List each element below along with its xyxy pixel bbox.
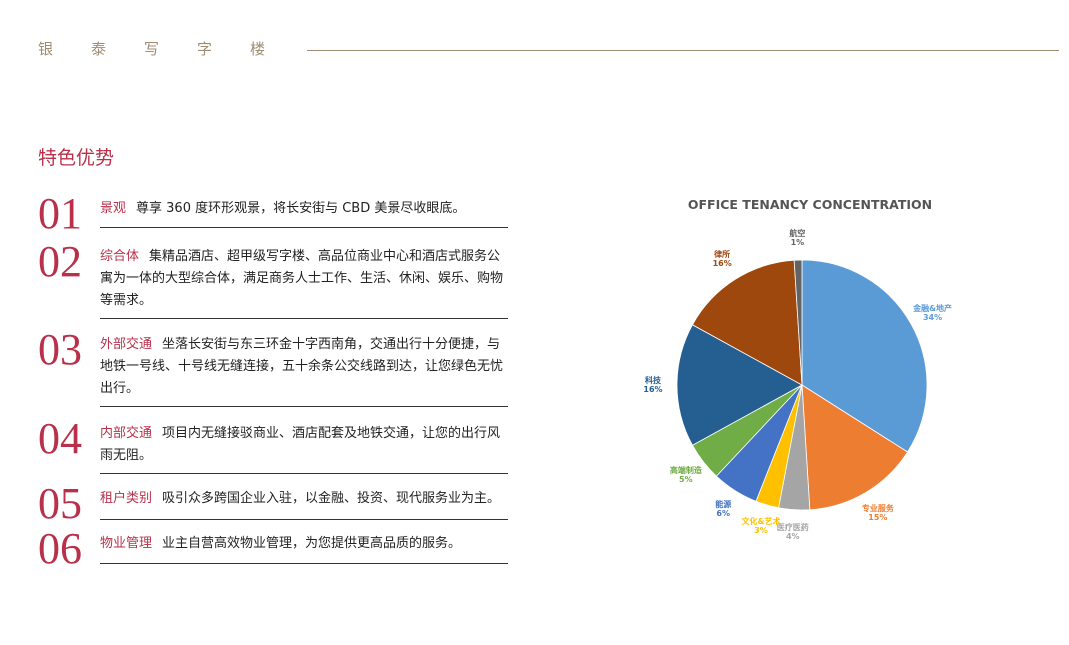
feature-number: 04 (38, 414, 82, 463)
slice-name: 文化&艺术 (741, 517, 781, 527)
pie-slice (676, 324, 803, 446)
pie-label: 科技 16% (643, 376, 662, 394)
pie-label: 能源 6% (715, 500, 731, 518)
slice-name: 科技 (645, 376, 661, 385)
slice-name: 航空 (789, 229, 806, 239)
brand-title: 银泰写字楼 (38, 40, 304, 58)
slice-percent: 16% (643, 385, 663, 394)
slice-percent: 6% (716, 509, 731, 519)
header-divider (307, 50, 1059, 51)
pie-label: 文化&艺术 3% (741, 517, 780, 535)
feature-divider (100, 227, 508, 228)
feature-number: 06 (38, 524, 82, 573)
tenancy-pie-chart: OFFICE TENANCY CONCENTRATION 金融&地产 34% 专业服… (640, 185, 980, 545)
pie-slice (691, 259, 803, 386)
pie-slice (793, 259, 803, 386)
feature-divider (100, 473, 508, 474)
feature-text: 坐落长安街与东三环金十字西南角，交通出行十分便捷，与地铁一号线、十号线无缝连接，… (100, 337, 504, 396)
feature-divider (100, 406, 508, 407)
slice-percent: 3% (754, 526, 768, 536)
feature-label: 内部交通 (100, 426, 153, 441)
slice-percent: 5% (679, 475, 693, 485)
feature-label: 外部交通 (100, 337, 153, 352)
feature-label: 物业管理 (100, 536, 153, 551)
feature-divider (100, 318, 508, 319)
feature-number: 05 (38, 479, 82, 528)
slice-name: 医疗医药 (776, 522, 809, 532)
pie-label: 金融&地产 34% (913, 304, 952, 322)
slice-name: 律所 (714, 250, 731, 260)
pie-label: 专业服务 15% (862, 504, 894, 522)
feature-label: 景观 (100, 201, 127, 216)
pie-slice (801, 384, 909, 511)
pie-label: 律所 16% (713, 250, 732, 268)
section-title: 特色优势 (38, 147, 115, 169)
feature-label: 租户类别 (100, 491, 153, 506)
pie-svg (676, 259, 928, 511)
pie-label: 医疗医药 4% (777, 523, 809, 541)
feature-text: 吸引众多跨国企业入驻，以金融、投资、现代服务业为主。 (162, 491, 501, 506)
slice-name: 高端制造 (669, 466, 702, 476)
feature-divider (100, 563, 508, 564)
slice-percent: 34% (922, 313, 943, 323)
feature-number: 03 (38, 325, 82, 374)
feature-number: 01 (38, 189, 82, 238)
slice-name: 金融&地产 (913, 304, 953, 314)
slice-percent: 1% (790, 238, 805, 248)
pie-label: 高端制造 5% (670, 466, 702, 484)
feature-label: 综合体 (100, 249, 140, 264)
feature-number: 02 (38, 237, 82, 286)
feature-text: 集精品酒店、超甲级写字楼、高品位商业中心和酒店式服务公寓为一体的大型综合体，满足… (100, 249, 504, 308)
chart-title: OFFICE TENANCY CONCENTRATION (687, 197, 933, 212)
slice-name: 能源 (715, 500, 732, 510)
slice-percent: 15% (868, 513, 888, 523)
feature-text: 项目内无缝接驳商业、酒店配套及地铁交通，让您的出行风雨无阻。 (100, 426, 501, 463)
feature-text: 尊享 360 度环形观景，将长安街与 CBD 美景尽收眼底。 (136, 201, 466, 216)
feature-text: 业主自营高效物业管理，为您提供更高品质的服务。 (162, 536, 462, 551)
slice-percent: 16% (712, 259, 732, 269)
pie-slice (801, 259, 928, 453)
slice-percent: 4% (785, 531, 800, 541)
feature-divider (100, 519, 508, 520)
pie-label: 航空 1% (789, 229, 805, 247)
slice-name: 专业服务 (861, 504, 894, 514)
